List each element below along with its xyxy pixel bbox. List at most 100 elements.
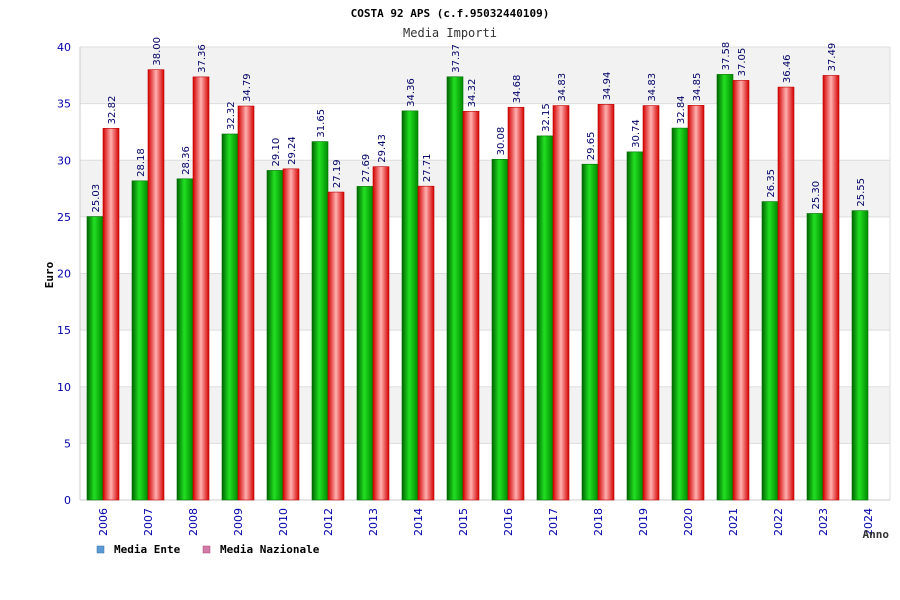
gridlines [79, 46, 891, 501]
data-label-media-ente: 28.36 [181, 146, 192, 175]
bar-media-ente [671, 127, 689, 501]
bars [86, 69, 869, 501]
data-label-media-ente: 26.35 [766, 169, 777, 198]
x-tick-label: 2006 [97, 508, 110, 536]
bar-media-nazionale [282, 168, 300, 501]
x-tick-label: 2015 [457, 508, 470, 536]
data-label-media-ente: 30.74 [631, 119, 642, 148]
data-label-media-ente: 29.65 [586, 132, 597, 161]
x-tick-label: 2019 [637, 508, 650, 536]
bar-media-nazionale [552, 105, 570, 501]
x-axis-label: Anno [863, 528, 890, 541]
data-label-media-nazionale: 32.82 [107, 96, 118, 125]
legend-swatch-media-ente [96, 545, 105, 554]
data-label-media-ente: 34.36 [406, 78, 417, 107]
x-tick-label: 2009 [232, 508, 245, 536]
x-tick-label: 2008 [187, 508, 200, 536]
x-tick-label: 2020 [682, 508, 695, 536]
data-label-media-ente: 32.15 [541, 103, 552, 132]
x-tick-label: 2023 [817, 508, 830, 536]
data-label-media-nazionale: 34.32 [467, 79, 478, 108]
bar-media-nazionale [822, 75, 840, 501]
y-tick-label: 35 [57, 98, 71, 111]
data-label-media-ente: 28.18 [136, 148, 147, 177]
bar-media-ente [311, 141, 329, 501]
plot-band [80, 443, 890, 500]
bar-media-nazionale [147, 69, 165, 501]
data-label-media-ente: 25.55 [856, 178, 867, 207]
y-tick-label: 40 [57, 41, 71, 54]
plot-background [80, 47, 890, 500]
data-label-media-nazionale: 37.36 [197, 44, 208, 73]
chart-title: COSTA 92 APS (c.f.95032440109) [351, 7, 550, 20]
bar-media-nazionale [372, 166, 390, 501]
bar-media-ente [536, 135, 554, 501]
x-tick-label: 2021 [727, 508, 740, 536]
data-label-media-ente: 31.65 [316, 109, 327, 138]
bar-media-nazionale [192, 76, 210, 501]
bar-media-ente [131, 180, 149, 501]
bar-media-nazionale [642, 105, 660, 501]
bar-media-nazionale [687, 105, 705, 501]
bar-media-ente [491, 159, 509, 501]
y-tick-label: 25 [57, 211, 71, 224]
bar-media-ente [581, 163, 599, 501]
x-axis-ticks: 2006 2007 2008 2009 2010 2012 2013 2014 2015 2016… [97, 508, 875, 536]
x-tick-label: 2022 [772, 508, 785, 536]
data-label-media-ente: 30.08 [496, 127, 507, 156]
y-tick-label: 20 [57, 268, 71, 281]
chart-subtitle: Media Importi [403, 26, 497, 40]
plot-band [80, 273, 890, 331]
bar-media-nazionale [102, 128, 120, 501]
bar-media-nazionale [417, 185, 435, 501]
bar-media-nazionale [777, 86, 795, 501]
x-tick-label: 2013 [367, 508, 380, 536]
x-tick-label: 2017 [547, 508, 560, 536]
bar-media-ente [716, 74, 734, 501]
bar-media-ente [86, 216, 104, 501]
bar-media-nazionale [462, 111, 480, 501]
data-label-media-nazionale: 36.46 [782, 54, 793, 83]
plot-band [80, 216, 890, 274]
data-label-media-ente: 32.84 [676, 95, 687, 124]
data-label-media-nazionale: 29.24 [287, 136, 298, 165]
x-tick-label: 2010 [277, 508, 290, 536]
y-tick-label: 30 [57, 154, 71, 167]
plot-band [80, 386, 890, 444]
data-label-media-nazionale: 34.83 [647, 73, 658, 102]
bar-media-nazionale [327, 191, 345, 501]
bar-media-ente [851, 210, 869, 501]
x-tick-label: 2018 [592, 508, 605, 536]
plot-band [80, 330, 890, 387]
legend: Media Ente Media Nazionale [96, 543, 320, 556]
y-axis-label: Euro [43, 261, 56, 288]
data-labels: 25.03 32.82 28.18 38.00 28.36 37.36 32.32 34.79… [91, 37, 867, 213]
bar-media-ente [266, 170, 284, 501]
data-label-media-ente: 25.30 [811, 181, 822, 210]
data-label-media-ente: 37.58 [721, 42, 732, 71]
data-label-media-nazionale: 29.43 [377, 134, 388, 163]
y-axis-ticks: 0 5 10 15 20 25 30 35 40 [57, 41, 71, 507]
bar-media-nazionale [507, 106, 525, 501]
bar-media-ente [401, 110, 419, 501]
bar-media-ente [761, 201, 779, 501]
data-label-media-ente: 25.03 [91, 184, 102, 213]
bar-media-nazionale [237, 105, 255, 501]
data-label-media-ente: 37.37 [451, 44, 462, 73]
bar-media-ente [221, 133, 239, 501]
data-label-media-nazionale: 27.71 [422, 154, 433, 183]
data-label-media-nazionale: 34.68 [512, 75, 523, 104]
y-tick-label: 15 [57, 324, 71, 337]
x-tick-label: 2007 [142, 508, 155, 536]
legend-label-media-nazionale: Media Nazionale [220, 543, 320, 556]
plot-band [80, 160, 890, 217]
legend-label-media-ente: Media Ente [114, 543, 181, 556]
x-tick-label: 2016 [502, 508, 515, 536]
x-tick-label: 2014 [412, 508, 425, 536]
bar-media-nazionale [732, 80, 750, 501]
data-label-media-nazionale: 38.00 [152, 37, 163, 66]
y-tick-label: 10 [57, 381, 71, 394]
plot-band [80, 47, 890, 104]
legend-swatch-media-nazionale [202, 545, 211, 554]
